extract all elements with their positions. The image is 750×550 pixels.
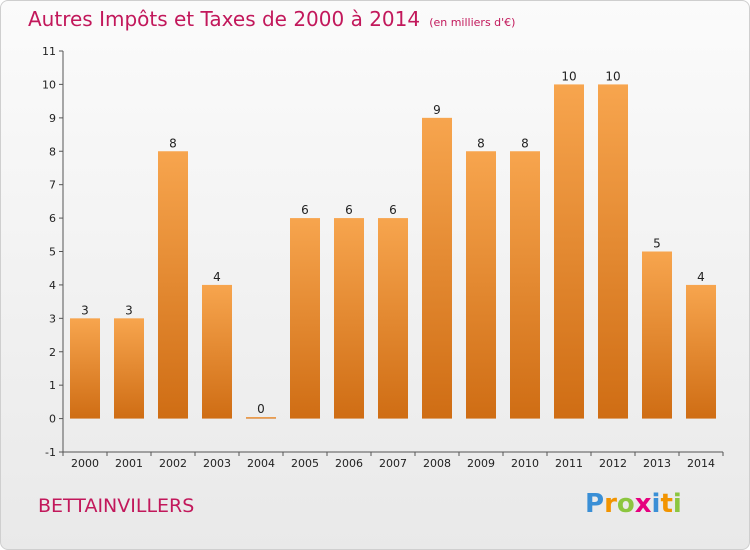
x-tick-label: 2007 — [379, 457, 407, 470]
chart-labels: 2000 3 2001 3 2002 8 2003 4 2004 0 2005 6 2006 6 2007 6… — [71, 69, 715, 470]
bar-2009 — [466, 151, 496, 419]
commune-name: BETTAINVILLERS — [38, 495, 195, 517]
y-tick-label: 3 — [49, 312, 56, 325]
data-label: 10 — [561, 69, 576, 83]
logo-letter: x — [634, 489, 652, 519]
x-tick-label: 2012 — [599, 457, 627, 470]
data-label: 8 — [521, 136, 529, 150]
bar-2008 — [422, 117, 452, 419]
bar-2002 — [158, 151, 188, 419]
chart-bars — [70, 84, 716, 419]
logo-letter: o — [616, 489, 635, 519]
x-tick-label: 2000 — [71, 457, 99, 470]
bar-2013 — [642, 251, 672, 419]
y-tick-label: 0 — [49, 413, 56, 426]
bar-2006 — [334, 218, 364, 419]
logo-letter: r — [604, 489, 617, 519]
data-label: 10 — [605, 69, 620, 83]
bar-2005 — [290, 218, 320, 419]
logo-letter: i — [672, 489, 682, 519]
bar-2004 — [246, 417, 276, 419]
chart-axes: -1 0 1 2 3 4 5 6 7 8 9 10 11 — [42, 45, 724, 459]
data-label: 4 — [213, 270, 221, 284]
logo-letter: i — [651, 489, 661, 519]
bar-2003 — [202, 284, 232, 419]
bar-2010 — [510, 151, 540, 419]
y-tick-label: 5 — [49, 246, 56, 259]
data-label: 3 — [125, 303, 133, 317]
chart-title-block: Autres Impôts et Taxes de 2000 à 2014 (e… — [28, 7, 515, 31]
x-tick-label: 2013 — [643, 457, 671, 470]
y-tick-label: 4 — [49, 279, 56, 292]
bar-2007 — [378, 218, 408, 419]
data-label: 8 — [169, 136, 177, 150]
logo-letter: P — [585, 489, 605, 519]
data-label: 6 — [389, 203, 397, 217]
x-tick-label: 2008 — [423, 457, 451, 470]
bar-2012 — [598, 84, 628, 419]
x-tick-label: 2005 — [291, 457, 319, 470]
data-label: 4 — [697, 270, 705, 284]
bar-2011 — [554, 84, 584, 419]
x-tick-label: 2001 — [115, 457, 143, 470]
chart-title: Autres Impôts et Taxes de 2000 à 2014 — [28, 7, 421, 31]
data-label: 5 — [653, 237, 661, 251]
data-label: 9 — [433, 103, 441, 117]
y-tick-label: -1 — [45, 446, 56, 459]
y-tick-label: 11 — [42, 45, 56, 58]
x-tick-label: 2003 — [203, 457, 231, 470]
y-tick-label: 9 — [49, 112, 56, 125]
data-label: 0 — [257, 402, 265, 416]
x-tick-label: 2011 — [555, 457, 583, 470]
chart-subtitle: (en milliers d'€) — [429, 16, 516, 29]
data-label: 6 — [301, 203, 309, 217]
data-label: 6 — [345, 203, 353, 217]
x-tick-label: 2010 — [511, 457, 539, 470]
data-label: 3 — [81, 303, 89, 317]
x-tick-label: 2014 — [687, 457, 715, 470]
x-tick-label: 2006 — [335, 457, 363, 470]
bar-2001 — [114, 318, 144, 419]
data-label: 8 — [477, 136, 485, 150]
y-tick-label: 2 — [49, 346, 56, 359]
y-tick-label: 1 — [49, 379, 56, 392]
bar-2000 — [70, 318, 100, 419]
bar-2014 — [686, 284, 716, 419]
y-tick-label: 7 — [49, 179, 56, 192]
y-tick-label: 8 — [49, 145, 56, 158]
y-tick-label: 10 — [42, 78, 56, 91]
x-tick-label: 2004 — [247, 457, 275, 470]
proxiti-logo: Proxiti — [585, 489, 682, 519]
x-tick-label: 2002 — [159, 457, 187, 470]
x-tick-label: 2009 — [467, 457, 495, 470]
logo-letter: t — [660, 489, 673, 519]
y-tick-label: 6 — [49, 212, 56, 225]
